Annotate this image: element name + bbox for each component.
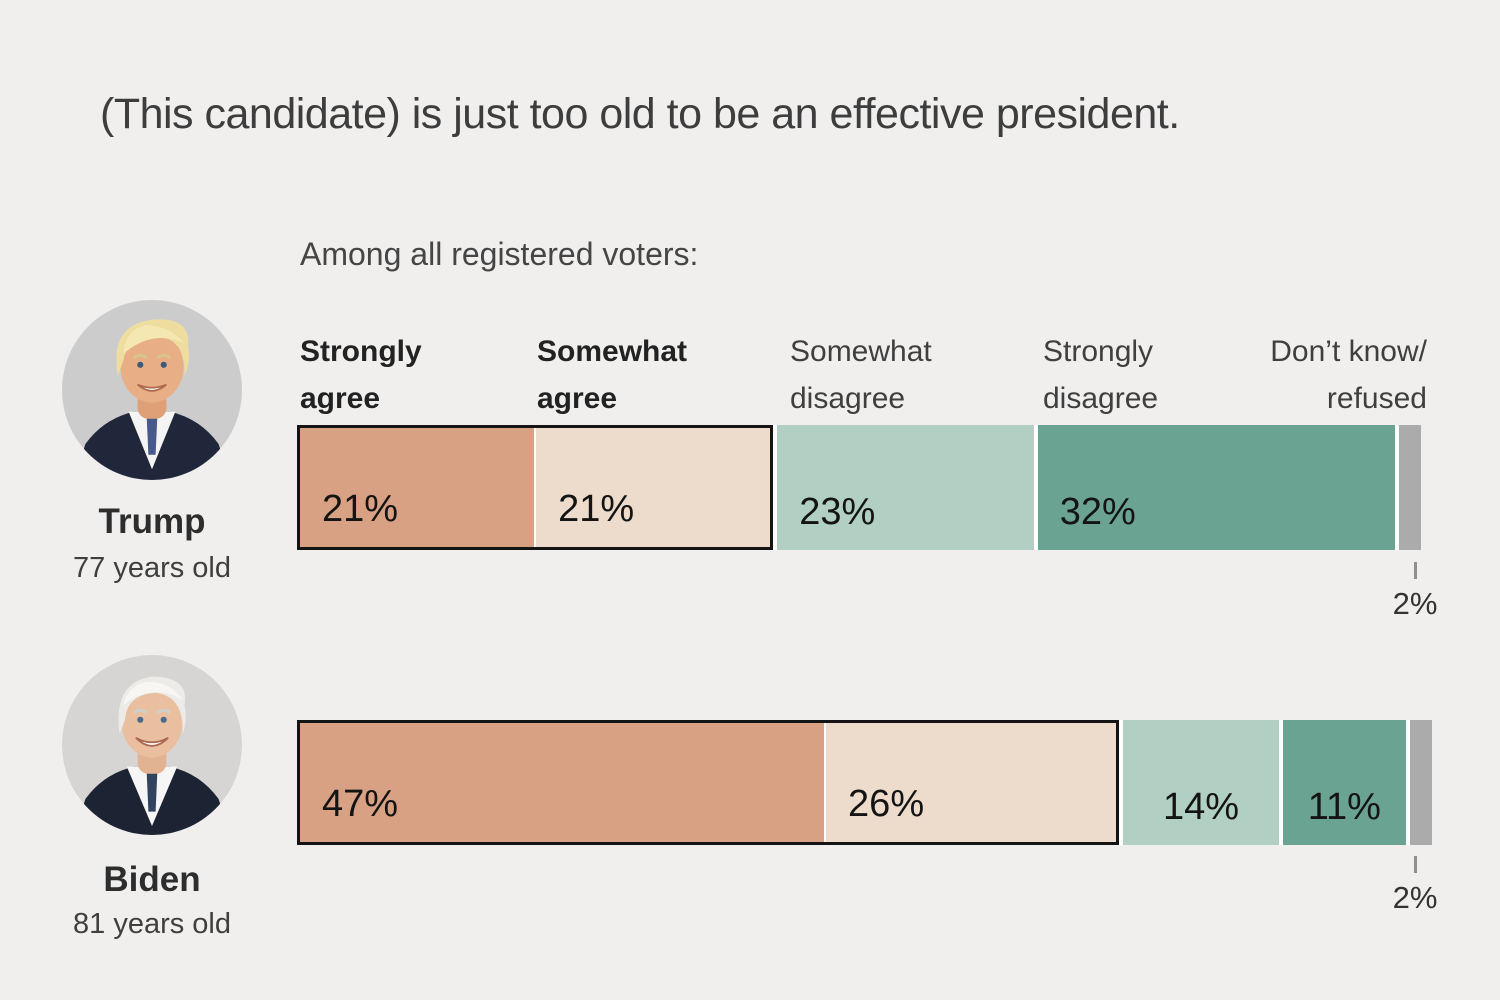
bar-segment-strongly-agree-biden: 47% <box>300 723 825 842</box>
biden-portrait-icon <box>62 655 242 835</box>
column-header-somewhat-disagree: Somewhat disagree <box>790 335 932 415</box>
dont-know-tick-trump <box>1414 562 1417 579</box>
candidate-age-biden: 81 years old <box>73 908 231 940</box>
bar-segment-somewhat-agree-trump: 21% <box>536 428 771 547</box>
agree-segments-outline: 47% 26% <box>297 720 1119 845</box>
segment-value-label: 21% <box>558 488 635 530</box>
segment-value-label: 14% <box>1162 786 1240 828</box>
segment-value-label: 32% <box>1059 491 1136 533</box>
bar-segment-strongly-agree-trump: 21% <box>300 428 535 547</box>
segment-value-label: 23% <box>799 491 876 533</box>
biden-bar: 47% 26% 14% 11% <box>297 720 1432 845</box>
segment-value-label: 21% <box>322 488 399 530</box>
column-header-strongly-agree: Strongly agree <box>300 335 422 415</box>
segment-value-label: 26% <box>848 783 925 825</box>
bar-segment-strongly-disagree-trump: 32% <box>1033 425 1395 550</box>
bar-segment-somewhat-disagree-trump: 23% <box>773 425 1034 550</box>
dont-know-value-biden: 2% <box>1392 880 1438 915</box>
bar-segment-strongly-disagree-biden: 11% <box>1279 720 1406 845</box>
candidate-name-trump: Trump <box>98 502 206 541</box>
column-header-somewhat-agree: Somewhat agree <box>537 335 688 415</box>
candidate-name-biden: Biden <box>103 860 201 899</box>
bar-segment-don-t-know-refused-trump <box>1394 425 1421 550</box>
trump-photo <box>62 300 242 480</box>
page-title: (This candidate) is just too old to be a… <box>100 90 1180 138</box>
segment-value-label: 11% <box>1307 786 1381 828</box>
bar-segment-don-t-know-refused-biden <box>1405 720 1432 845</box>
bar-segment-somewhat-agree-biden: 26% <box>826 723 1116 842</box>
trump-bar: 21% 21% 23% 32% <box>297 425 1421 550</box>
chart-subtitle: Among all registered voters: <box>300 236 699 272</box>
bar-segment-somewhat-disagree-biden: 14% <box>1118 720 1280 845</box>
trump-portrait-icon <box>62 300 242 480</box>
dont-know-value-trump: 2% <box>1392 586 1438 621</box>
segment-value-label: 47% <box>322 783 399 825</box>
biden-photo <box>62 655 242 835</box>
column-header-dont-know-refused: Don’t know/ refused <box>1270 335 1427 415</box>
column-header-strongly-disagree: Strongly disagree <box>1043 335 1159 415</box>
dont-know-tick-biden <box>1414 856 1417 873</box>
agree-segments-outline: 21% 21% <box>297 425 774 550</box>
candidate-age-trump: 77 years old <box>73 552 231 584</box>
